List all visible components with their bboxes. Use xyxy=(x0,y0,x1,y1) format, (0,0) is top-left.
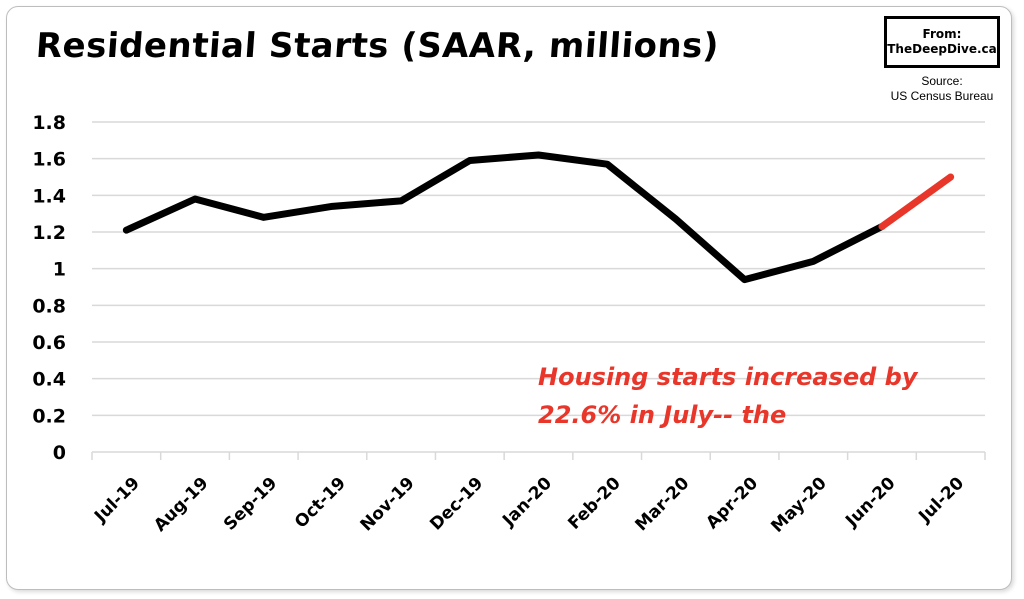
y-tick-0.8: 0.8 xyxy=(32,295,66,317)
x-tick-Feb-20: Feb-20 xyxy=(564,473,624,533)
x-tick-Oct-19: Oct-19 xyxy=(291,473,350,532)
series-lines xyxy=(122,151,955,284)
y-tick-1.8: 1.8 xyxy=(32,112,66,134)
series-line xyxy=(122,151,886,284)
x-tick-Jul-19: Jul-19 xyxy=(90,473,144,527)
grid-lines xyxy=(92,121,985,417)
x-tick-Mar-20: Mar-20 xyxy=(632,473,694,535)
y-tick-1.6: 1.6 xyxy=(32,149,66,171)
y-tick-1: 1 xyxy=(53,259,66,281)
x-tick-labels: Jul-19 Aug-19 Sep-19 Oct-19 Nov-19 Dec-19 Jan-… xyxy=(90,473,968,537)
brand-site-label: TheDeepDive.ca xyxy=(887,42,997,56)
x-axis xyxy=(91,451,986,460)
x-tick-Jun-20: Jun-20 xyxy=(841,473,899,531)
y-tick-1.2: 1.2 xyxy=(32,222,66,244)
x-tick-Nov-19: Nov-19 xyxy=(357,473,419,535)
series-highlight-segment xyxy=(878,173,955,230)
x-tick-Aug-19: Aug-19 xyxy=(150,473,212,535)
y-tick-0: 0 xyxy=(53,442,66,464)
y-tick-0.6: 0.6 xyxy=(32,332,66,354)
y-tick-labels: 0 0.2 0.4 0.6 0.8 1 1.2 1.4 1.6 1.8 xyxy=(32,112,66,464)
x-tick-May-20: May-20 xyxy=(767,473,831,537)
brand-from-label: From: xyxy=(922,27,962,41)
x-tick-Sep-19: Sep-19 xyxy=(220,473,281,534)
source-label: Source: xyxy=(921,74,963,88)
chart-frame xyxy=(6,6,1012,590)
x-tick-Jan-20: Jan-20 xyxy=(498,473,556,531)
y-tick-0.2: 0.2 xyxy=(32,405,66,427)
source-value: US Census Bureau xyxy=(890,89,994,103)
y-tick-1.4: 1.4 xyxy=(32,185,66,207)
x-tick-Dec-19: Dec-19 xyxy=(426,473,487,534)
x-tick-Apr-20: Apr-20 xyxy=(702,473,762,533)
y-tick-0.4: 0.4 xyxy=(32,369,66,391)
brand-box: From: TheDeepDive.ca xyxy=(884,16,1000,68)
annotation-text: Housing starts increased by 22.6% in Jul… xyxy=(538,363,918,429)
x-tick-Jul-20: Jul-20 xyxy=(914,473,968,527)
